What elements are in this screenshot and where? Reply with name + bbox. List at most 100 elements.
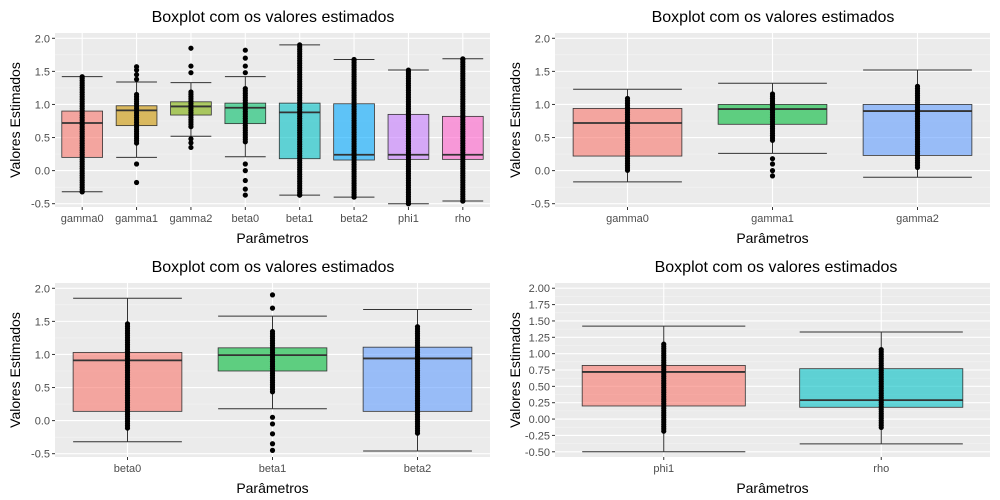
data-points: [661, 341, 667, 434]
y-tick-label: 1.0: [35, 349, 50, 361]
data-points: [188, 45, 194, 151]
data-point: [414, 324, 421, 330]
data-point: [133, 91, 140, 98]
data-point: [188, 89, 194, 95]
x-axis-title: Parâmetros: [736, 480, 808, 496]
outlier-point: [242, 186, 248, 192]
outlier-point: [188, 45, 194, 51]
y-tick-label: 1.5: [35, 66, 50, 78]
y-tick-label: 1.00: [529, 349, 550, 361]
y-tick-label: 0.5: [35, 133, 50, 145]
x-tick-label: gamma1: [115, 213, 158, 225]
x-tick-label: gamma1: [751, 213, 794, 225]
outlier-point: [242, 192, 248, 198]
x-tick-label: rho: [873, 463, 889, 475]
outlier-point: [269, 441, 276, 447]
data-point: [297, 42, 303, 48]
box-phi1: [387, 67, 430, 207]
outlier-point: [242, 168, 248, 174]
box-beta1: [217, 292, 328, 453]
x-tick-label: gamma0: [61, 213, 104, 225]
outlier-point: [133, 179, 140, 186]
x-axis-title: Parâmetros: [736, 230, 808, 246]
outlier-point: [769, 156, 776, 162]
y-tick-label: -0.50: [525, 447, 550, 459]
x-tick-label: phi1: [398, 213, 419, 225]
x-tick-label: beta1: [259, 463, 287, 475]
y-tick-label: 1.0: [35, 99, 50, 111]
box-rho: [442, 56, 484, 204]
data-points: [914, 83, 921, 171]
data-point: [79, 189, 85, 195]
outlier-point: [269, 414, 276, 420]
data-point: [124, 321, 131, 327]
x-tick-label: beta0: [232, 213, 260, 225]
data-points: [297, 42, 303, 198]
outlier-point: [188, 140, 194, 146]
y-tick-label: 0.0: [535, 166, 550, 178]
y-tick-label: 2.0: [535, 33, 550, 45]
y-tick-label: 2.0: [35, 33, 50, 45]
data-points: [414, 324, 421, 436]
outlier-point: [269, 431, 276, 437]
outlier-point: [133, 64, 140, 70]
outlier-point: [769, 173, 776, 179]
data-points: [769, 91, 776, 179]
outlier-point: [769, 168, 776, 174]
outlier-point: [188, 63, 194, 69]
outlier-point: [242, 161, 248, 167]
data-point: [878, 346, 884, 353]
chart-panel-3: -0.5 0.0 0.5 1.0 1.5 2.0 beta0 beta1 beta2 Boxplo…: [7, 259, 490, 496]
data-point: [460, 198, 466, 204]
data-points: [624, 95, 631, 173]
box-gamma1: [115, 64, 158, 186]
y-tick-label: -0.5: [531, 199, 550, 211]
data-point: [269, 328, 276, 335]
outlier-point: [769, 161, 776, 167]
outlier-point: [133, 161, 140, 167]
y-tick-label: 1.0: [535, 99, 550, 111]
box-gamma2: [170, 45, 212, 151]
box-gamma0: [61, 74, 103, 195]
x-tick-label: phi1: [653, 463, 674, 475]
data-point: [405, 67, 412, 73]
chart-title: Boxplot com os valores estimados: [655, 259, 898, 276]
y-tick-label: 0.50: [529, 381, 550, 393]
x-axis-title: Parâmetros: [236, 480, 308, 496]
y-tick-label: 2.0: [35, 283, 50, 295]
data-point: [351, 194, 357, 200]
outlier-point: [188, 144, 194, 151]
x-tick-label: gamma2: [170, 213, 213, 225]
y-tick-label: 1.75: [529, 300, 550, 312]
data-points: [405, 67, 412, 207]
y-tick-label: -0.5: [31, 199, 50, 211]
y-axis-title: Valores Estimados: [507, 62, 523, 178]
data-point: [769, 91, 776, 97]
data-points: [878, 346, 884, 431]
outlier-point: [269, 292, 276, 298]
box-beta1: [278, 42, 321, 198]
chart-title: Boxplot com os valores estimados: [152, 259, 395, 276]
x-tick-label: gamma2: [896, 213, 939, 225]
data-points: [133, 64, 140, 186]
outlier-point: [242, 70, 248, 76]
x-tick-label: rho: [455, 213, 471, 225]
x-tick-label: beta1: [286, 213, 314, 225]
outlier-point: [242, 63, 248, 69]
y-axis-title: Valores Estimados: [507, 312, 523, 428]
y-tick-label: 0.0: [35, 416, 50, 428]
box-gamma0: [572, 88, 683, 183]
y-tick-label: -0.25: [525, 430, 550, 442]
y-tick-label: 0.25: [529, 398, 550, 410]
x-tick-label: beta2: [340, 213, 368, 225]
box-beta2: [333, 56, 375, 200]
chart-panel-4: -0.50 -0.25 0.00 0.25 0.50 0.75 1.00 1.25 1.50 1.…: [507, 259, 990, 496]
data-point: [405, 201, 412, 207]
outlier-point: [188, 70, 194, 76]
chart-panel-1: -0.5 0.0 0.5 1.0 1.5 2.0 gamma0 gamma1 gamma2 bet…: [7, 9, 490, 246]
y-tick-label: 1.5: [535, 66, 550, 78]
chart-panel-2: -0.5 0.0 0.5 1.0 1.5 2.0 gamma0 gamma1 gamma2 Box…: [507, 9, 990, 246]
outlier-point: [133, 72, 140, 78]
chart-title: Boxplot com os valores estimados: [652, 9, 895, 26]
data-points: [351, 56, 357, 200]
